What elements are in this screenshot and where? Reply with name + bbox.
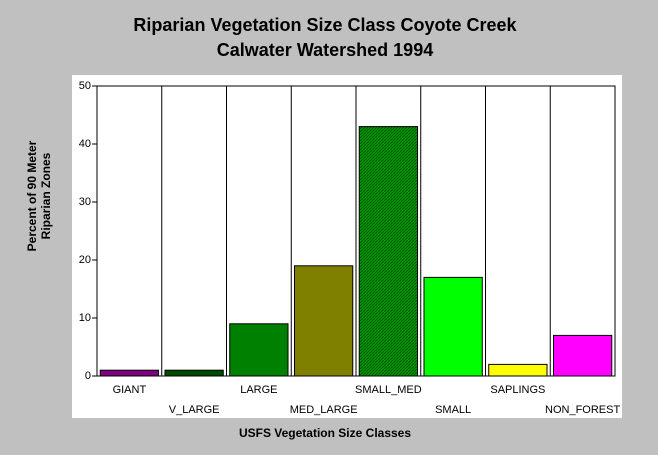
bar [358,126,419,377]
chart-title: Riparian Vegetation Size Class Coyote Cr… [133,15,517,35]
bar [293,265,354,377]
bar [164,369,224,377]
y-tick-label: 20 [79,254,91,266]
x-tick-label: V_LARGE [169,404,220,416]
x-tick-label: SMALL_MED [355,384,422,396]
bar [488,363,548,377]
plot-frame [96,85,616,377]
x-tick-label: NON_FOREST [545,404,620,416]
y-tick-label: 50 [79,80,91,92]
y-tick-label: 30 [79,196,91,208]
y-tick-label: 40 [79,138,91,150]
x-axis-title: USFS Vegetation Size Classes [239,426,411,440]
y-axis-title: Percent of 90 Meter [25,140,39,251]
x-tick-label: LARGE [240,384,277,396]
x-tick-label: SMALL [435,404,471,416]
bar [229,323,289,377]
x-tick-label: SAPLINGS [490,384,545,396]
bar [99,369,160,377]
bar [552,334,613,377]
x-tick-label: MED_LARGE [290,404,358,416]
bar [423,276,483,377]
chart-title: Calwater Watershed 1994 [217,40,433,60]
x-tick-label: GIANT [113,384,147,396]
y-tick-label: 10 [79,312,91,324]
y-axis-title: Riparian Zones [39,152,53,239]
y-tick-label: 0 [85,370,91,382]
